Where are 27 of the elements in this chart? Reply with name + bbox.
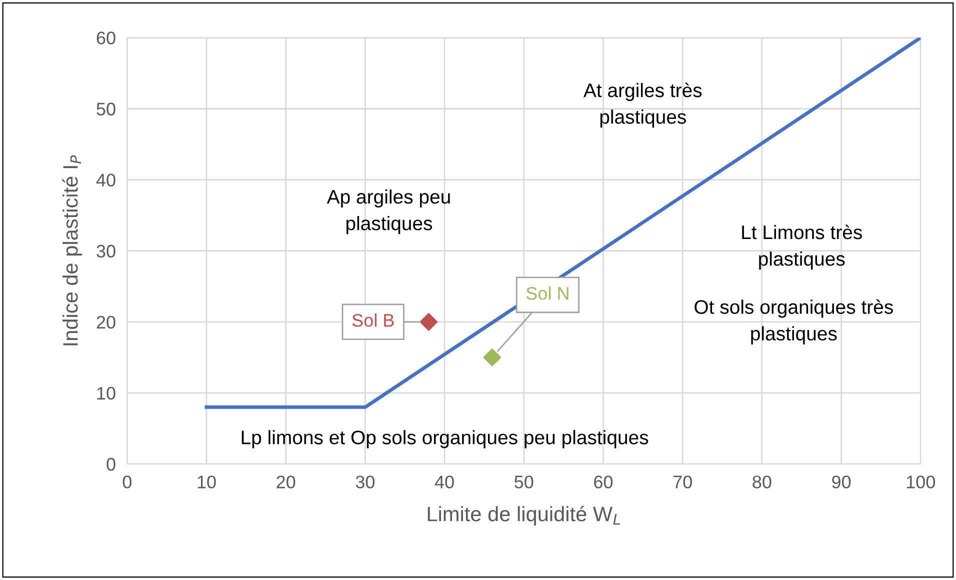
- annotation: At argiles très plastiques: [584, 82, 702, 128]
- x-tick-label: 90: [832, 476, 851, 488]
- x-tick-label: 70: [673, 476, 692, 488]
- x-axis-title: Limite de liquidité W$_{L}$: [428, 506, 620, 526]
- annotation: Ap argiles peu plastiques: [326, 189, 450, 234]
- x-tick-label: 40: [434, 476, 454, 488]
- y-axis-title: Indice de plasticité I$_{P}$: [62, 155, 82, 346]
- annotation: Lp limons et Op sols organiques peu plastiques: [242, 430, 648, 448]
- x-tick-label: 100: [906, 476, 935, 488]
- x-tick-label: 60: [594, 476, 613, 488]
- x-tick-label: 20: [276, 476, 296, 488]
- y-tick-label: 40: [96, 174, 116, 187]
- y-tick-label: 0: [106, 458, 116, 471]
- text: Sol N: [526, 286, 568, 300]
- series-label: Sol B: [352, 313, 394, 327]
- annotation: Lt Limons très plastiques: [742, 224, 862, 270]
- y-tick-label: 20: [96, 316, 116, 329]
- y-tick-label: 60: [96, 32, 116, 44]
- y-tick-label: 50: [96, 102, 116, 116]
- x-tick-label: 80: [752, 476, 772, 488]
- y-tick-label: 30: [96, 244, 116, 258]
- annotation: Ot sols organiques très plastiques: [694, 299, 893, 344]
- y-tick-label: 10: [97, 386, 116, 400]
- x-tick-label: 0: [122, 476, 132, 488]
- x-tick-label: 10: [198, 476, 216, 488]
- x-tick-label: 50: [514, 476, 534, 488]
- x-tick-label: 30: [356, 476, 375, 488]
